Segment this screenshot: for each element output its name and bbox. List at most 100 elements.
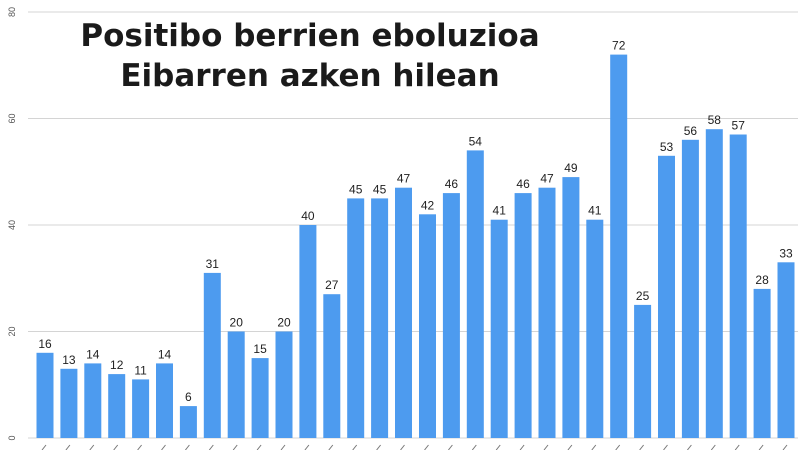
x-tick-mark (89, 444, 95, 450)
bar (60, 368, 78, 438)
x-tick-mark (376, 444, 381, 450)
bars (36, 54, 795, 439)
y-tick-label: 0 (7, 435, 17, 440)
y-axis-ticks: 0 20 40 60 80 (7, 7, 17, 441)
bar-value-label: 47 (540, 172, 554, 186)
x-tick-mark (591, 444, 597, 450)
bar (179, 406, 197, 438)
bar-value-label: 12 (110, 358, 124, 372)
x-tick-mark (495, 444, 501, 450)
bar-value-label: 13 (62, 353, 76, 367)
bar (777, 262, 795, 438)
bar-value-label: 20 (230, 316, 244, 330)
bar-value-label: 31 (206, 257, 220, 271)
bar (275, 331, 293, 438)
bar-value-label: 20 (277, 316, 291, 330)
x-tick-mark (615, 444, 621, 450)
x-tick-mark (161, 444, 166, 450)
bar (395, 187, 412, 438)
chart-title-line-2: Eibarren azken hilean (120, 58, 499, 94)
bar-value-label: 6 (185, 390, 192, 404)
bar (84, 363, 102, 438)
bar-value-label: 46 (516, 177, 530, 191)
bar-value-label: 25 (636, 289, 650, 303)
bar-value-label: 14 (86, 347, 100, 361)
bar (729, 134, 747, 438)
x-tick-mark (208, 444, 214, 450)
bar-value-label: 49 (564, 161, 578, 175)
bar (203, 272, 221, 438)
bar (681, 139, 699, 439)
x-tick-mark (687, 444, 692, 450)
bar-value-label: 53 (660, 140, 674, 154)
bar (586, 219, 604, 438)
bar (634, 304, 652, 438)
x-tick-mark (232, 444, 238, 450)
bar (466, 150, 484, 438)
y-tick-label: 80 (7, 7, 17, 17)
x-axis-ticks (41, 444, 788, 450)
bar (371, 198, 389, 438)
bar (299, 225, 317, 438)
bar-value-label: 72 (612, 39, 626, 53)
bar (514, 193, 532, 438)
bar (538, 187, 556, 438)
bar (132, 379, 150, 438)
x-tick-mark (567, 444, 573, 450)
x-tick-mark (543, 444, 549, 450)
bar (442, 193, 460, 438)
y-tick-label: 40 (7, 220, 17, 230)
x-tick-mark (471, 444, 477, 450)
bar-value-label: 40 (301, 209, 315, 223)
data-labels: 16 13 14 12 11 14 6 31 20 15 20 40 27 45 45 47 42 46 54 41 4… (38, 39, 793, 405)
bar-value-label: 47 (397, 172, 411, 186)
bar (705, 129, 723, 438)
bar-value-label: 16 (38, 337, 52, 351)
y-tick-label: 60 (7, 113, 17, 123)
bar-value-label: 57 (732, 119, 746, 133)
x-tick-mark (256, 444, 262, 450)
bar-value-label: 33 (779, 246, 793, 260)
bar (658, 155, 675, 439)
x-tick-mark (424, 444, 429, 450)
x-tick-mark (65, 444, 71, 450)
x-tick-mark (41, 444, 47, 450)
x-tick-mark (185, 444, 190, 450)
bar-value-label: 46 (445, 177, 459, 191)
bar-value-label: 28 (755, 273, 769, 287)
x-tick-mark (663, 444, 668, 450)
x-tick-mark (519, 444, 525, 450)
bar-value-label: 14 (158, 347, 172, 361)
bar-value-label: 58 (708, 113, 722, 127)
x-tick-mark (758, 444, 764, 450)
x-tick-mark (352, 444, 358, 450)
x-tick-mark (280, 444, 286, 450)
x-tick-mark (137, 444, 142, 450)
bar-value-label: 45 (349, 182, 363, 196)
x-tick-mark (328, 444, 334, 450)
chart-title-line-1: Positibo berrien eboluzioa (80, 18, 539, 54)
x-tick-mark (304, 444, 310, 450)
bar (36, 352, 54, 438)
x-tick-mark (113, 444, 119, 450)
bar (610, 54, 628, 438)
bar-value-label: 56 (684, 124, 698, 138)
bar-value-label: 45 (373, 182, 387, 196)
x-tick-mark (782, 444, 788, 450)
bar (347, 198, 365, 438)
bar-value-label: 27 (325, 278, 339, 292)
bar (490, 219, 508, 438)
y-tick-label: 20 (7, 326, 17, 336)
bar-value-label: 41 (493, 204, 507, 218)
bar (251, 358, 269, 438)
x-tick-mark (448, 444, 453, 450)
bar-value-label: 11 (134, 363, 147, 377)
bar (227, 331, 245, 438)
x-tick-mark (639, 444, 644, 450)
bar-value-label: 41 (588, 204, 602, 218)
x-tick-mark (400, 444, 405, 450)
bar (108, 374, 126, 438)
bar (323, 294, 341, 438)
x-tick-mark (734, 444, 740, 450)
